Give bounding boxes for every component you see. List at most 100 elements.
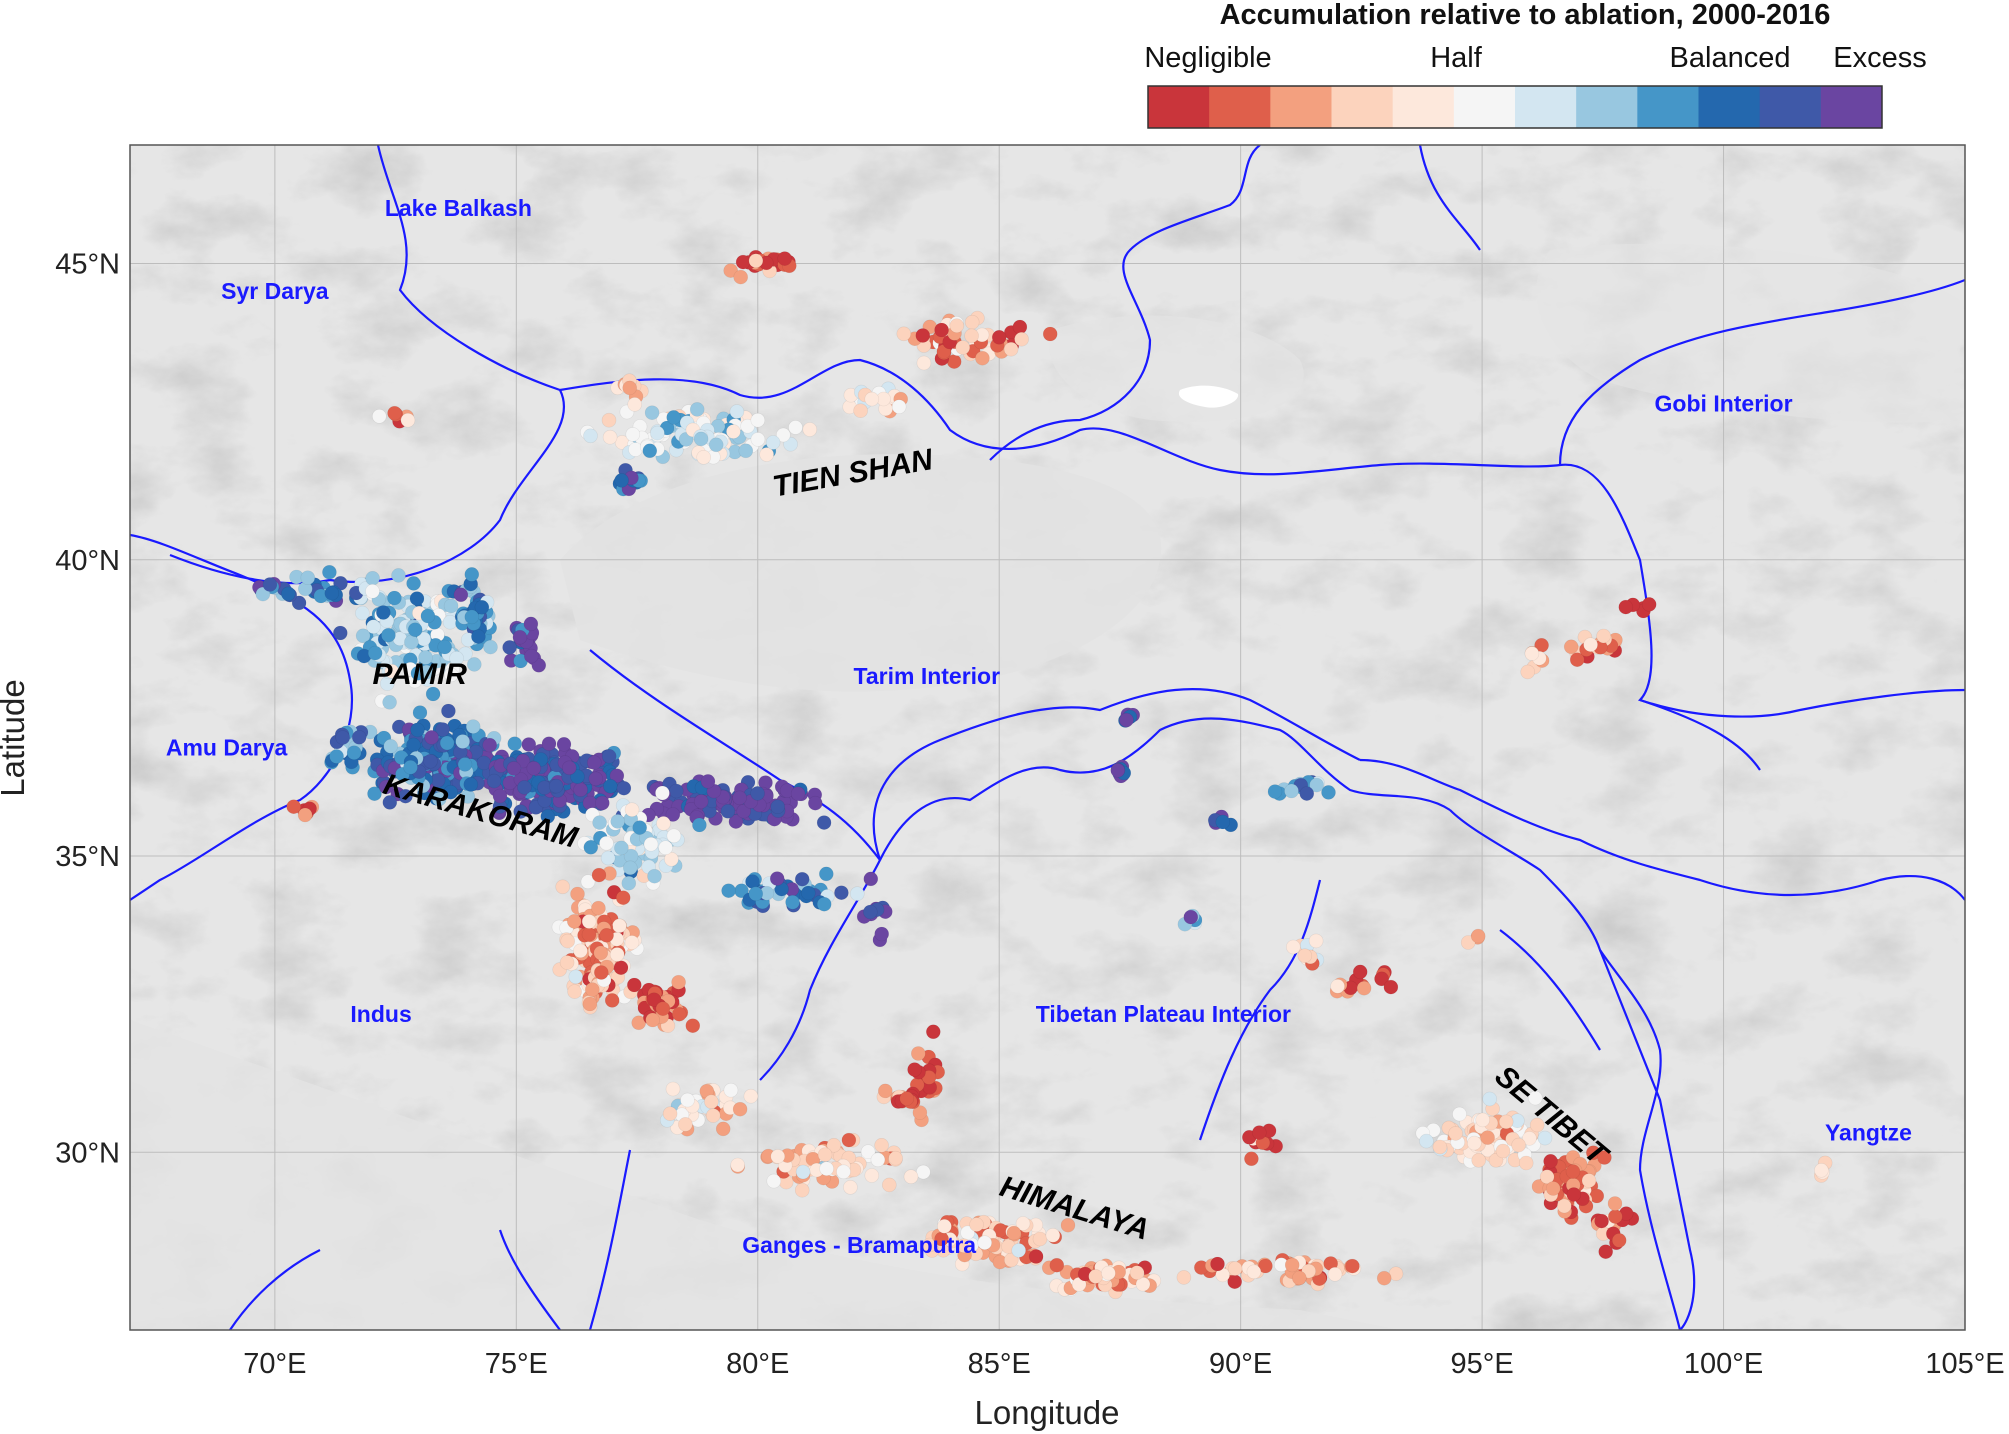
glacier-dot	[604, 993, 620, 1008]
indian-plain-shape	[130, 1020, 1400, 1330]
glacier-dot	[1286, 939, 1301, 955]
glacier-dot	[424, 730, 439, 745]
glacier-dot	[1088, 1269, 1103, 1284]
x-tick-label: 95°E	[1451, 1348, 1514, 1380]
x-tick-label: 90°E	[1209, 1348, 1272, 1380]
glacier-dot	[818, 866, 834, 882]
glacier-dot	[1060, 1217, 1076, 1233]
basin-label: Tarim Interior	[854, 663, 1001, 689]
glacier-dot	[1110, 763, 1126, 778]
glacier-dot	[726, 424, 741, 439]
glacier-dot	[255, 586, 271, 602]
glacier-dot	[423, 753, 438, 769]
glacier-dot	[382, 694, 397, 710]
glacier-dot	[912, 1105, 928, 1120]
glacier-dot	[584, 982, 600, 997]
glacier-dot	[621, 875, 637, 891]
glacier-dot	[541, 736, 557, 752]
glacier-dot	[960, 1225, 975, 1241]
gobi-plain-shape	[1536, 243, 1960, 423]
glacier-dot	[631, 1015, 647, 1031]
glacier-dot	[482, 737, 498, 753]
glacier-dot	[1119, 712, 1134, 728]
glacier-dot	[817, 1147, 833, 1162]
glacier-dot	[567, 984, 582, 999]
glacier-dot	[977, 1235, 993, 1250]
boundary-gobi-south	[1639, 688, 1965, 718]
glacier-dot	[507, 736, 523, 752]
region-label: PAMIR	[373, 658, 468, 691]
glacier-dot	[548, 778, 564, 794]
glacier-dot	[1563, 639, 1579, 655]
glacier-dot	[708, 437, 724, 453]
glacier-dot	[381, 627, 396, 643]
glacier-dot	[745, 874, 760, 889]
basin-label: Yangtze	[1825, 1119, 1912, 1145]
glacier-dot	[1522, 1131, 1537, 1146]
glacier-dot	[586, 755, 602, 770]
glacier-dot	[419, 664, 434, 680]
glacier-dot	[665, 807, 681, 822]
glacier-dot	[573, 782, 588, 798]
glacier-dot	[1524, 646, 1540, 661]
glacier-dot	[732, 1101, 748, 1117]
glacier-dot	[622, 860, 638, 876]
glacier-dot	[955, 340, 971, 355]
glacier-dot	[680, 1092, 695, 1108]
glacier-dot	[689, 402, 705, 417]
glacier-dot	[646, 992, 662, 1008]
x-tick-label: 105°E	[1925, 1348, 2004, 1380]
glacier-dot	[730, 1157, 746, 1173]
glacier-dot	[864, 1168, 880, 1183]
glacier-dot	[332, 625, 348, 641]
glacier-dot	[603, 778, 618, 794]
glacier-dot	[625, 427, 641, 442]
glacier-dot	[599, 927, 614, 943]
glacier-dot	[521, 737, 537, 752]
boundary-gobi	[1558, 278, 1965, 466]
glacier-dot	[693, 431, 709, 447]
glacier-dot	[802, 422, 818, 437]
glacier-dot	[437, 639, 453, 655]
glacier-dot	[807, 795, 823, 811]
glacier-dot	[916, 355, 932, 371]
glacier-dot	[1042, 326, 1058, 342]
glacier-dot	[297, 807, 313, 823]
glacier-dot	[705, 1108, 721, 1123]
glacier-dot	[1352, 964, 1368, 980]
glacier-dot	[723, 1082, 739, 1098]
glacier-dot	[748, 253, 764, 269]
glacier-dot	[335, 730, 351, 745]
colorbar-label-negligible: Negligible	[1144, 42, 1271, 74]
glacier-dot	[1006, 1225, 1022, 1241]
glacier-dot	[964, 328, 979, 344]
glacier-dot	[1543, 1154, 1558, 1169]
glacier-dot	[464, 609, 480, 625]
glacier-dot	[601, 748, 617, 764]
boundary-indus-sw	[229, 1249, 321, 1330]
colorbar-swatch	[1698, 86, 1761, 128]
glacier-dot	[1565, 1164, 1581, 1179]
glacier-dot	[560, 933, 576, 949]
glacier-dot	[593, 965, 609, 980]
glacier-dot	[1607, 1196, 1623, 1211]
glacier-dot	[387, 590, 402, 606]
boundary-indus-ganges	[589, 649, 882, 1081]
boundary-ganges-west	[588, 1149, 632, 1330]
glacier-dot	[750, 786, 765, 801]
x-tick-label: 75°E	[485, 1348, 548, 1380]
glacier-dot	[816, 896, 832, 912]
glacier-dot	[365, 583, 380, 599]
glacier-dot	[723, 263, 739, 278]
glacier-dot	[573, 943, 588, 959]
glacier-dot	[583, 839, 599, 855]
glacier-dot	[588, 771, 604, 787]
glacier-dot	[466, 657, 482, 672]
glacier-dot	[1028, 1249, 1044, 1264]
glacier-dot	[613, 960, 629, 976]
glacier-dot	[1581, 1173, 1597, 1188]
glacier-dot	[474, 599, 490, 615]
colorbar-label-half: Half	[1430, 42, 1483, 74]
y-tick-label: 35°N	[55, 841, 120, 873]
glacier-dot	[1227, 1274, 1242, 1289]
